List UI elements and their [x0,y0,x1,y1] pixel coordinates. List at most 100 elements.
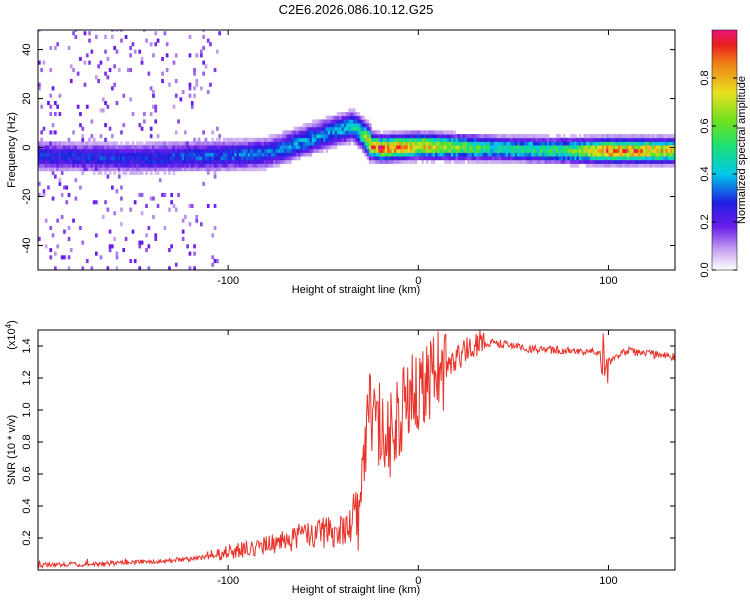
spectrogram-cell [435,152,438,157]
spectrogram-cell [174,167,178,172]
spectrogram-cell [163,170,167,175]
spectrogram-cell [147,159,151,164]
spectrogram-cell [195,82,199,87]
spectrogram-cell [462,141,466,146]
spectrogram-cell [113,148,116,153]
spectrogram-cell [389,148,393,153]
spectrogram-cell [660,163,664,168]
spectrogram-cell [585,148,589,153]
spectrogram-cell [115,251,119,256]
spectrogram-cell [195,141,199,146]
spectrogram-cell [111,141,114,146]
spectrogram-cell [467,156,470,161]
spectrogram-cell [286,141,290,146]
spectrogram-cell [320,148,324,153]
spectrogram-cell [364,145,367,150]
spectrogram-cell [113,82,116,87]
spectrogram-cell [174,156,178,161]
spectrogram-cell [138,145,142,150]
spectrogram-cell [232,163,235,168]
spectrogram-cell [394,152,397,157]
spectrogram-cell [197,148,201,153]
spectrogram-cell [551,152,555,157]
spectrogram-cell [236,141,240,146]
spectrogram-cell [585,141,589,146]
spectrogram-cell [216,148,219,153]
spectrogram-cell [104,137,107,142]
spectrogram-cell [432,137,436,142]
spectrogram-cell [261,148,265,153]
spectrogram-cell [334,145,338,150]
spectrogram-cell [528,137,532,142]
spectrogram-cell [362,115,365,120]
spectrogram-cell [581,159,584,164]
spectrogram-cell [421,134,424,139]
spectrogram-cell [613,159,616,164]
spectrogram-cell [610,163,614,168]
spectrogram-cell [263,152,267,157]
spectrogram-cell [640,148,644,153]
spectrogram-cell [521,137,525,142]
spectrogram-cell [578,145,582,150]
spectrogram-cell [136,159,139,164]
spectrogram-cell [282,159,285,164]
spectrogram-cell [111,134,114,139]
spectrogram-cell [51,156,55,161]
snr-x-tick-label: -100 [217,575,239,587]
spectrogram-cell [145,152,148,157]
spectrogram-cell [291,130,294,135]
spectrogram-cell [663,152,666,157]
spectrogram-cell [519,137,523,142]
spectrogram-cell [581,145,584,150]
spectrogram-cell [193,145,196,150]
spectrogram-cell [147,148,151,153]
spectrogram-cell [540,137,543,142]
spectrogram-cell [65,167,69,172]
spectrogram-cell [587,148,591,153]
snr-y-scale-factor: (x104) [4,320,18,350]
spectrogram-cell [398,134,402,139]
spectrogram-cell [234,163,237,168]
spectrogram-cell [343,112,347,117]
spectrogram-cell [222,145,226,150]
spectrogram-cell [172,148,176,153]
spectrogram-cell [88,167,91,172]
spectrogram-cell [336,119,340,124]
spectrogram-cell [494,148,498,153]
spectrogram-cell [204,145,208,150]
spectrogram-cell [67,141,71,146]
spectrogram-cell [357,115,361,120]
spectrogram-cell [152,214,155,219]
spectrogram-cell [663,134,666,139]
spectrogram-cell [435,148,438,153]
spectrogram-cell [72,145,75,150]
spectrogram-cell [147,156,151,161]
spectrogram-cell [257,159,260,164]
spectrogram-cell [147,167,151,172]
spectrogram-cell [229,156,233,161]
spectrogram-cell [60,163,64,168]
spectrogram-cell [318,134,322,139]
spectrogram-cell [348,130,351,135]
spectrogram-cell [211,130,215,135]
spectrogram-cell [300,148,304,153]
spectrogram-cell [120,148,123,153]
spectrogram-cell [571,148,575,153]
spectrogram-cell [63,185,66,190]
spectrogram-cell [594,163,598,168]
spectrogram-cell [177,163,180,168]
spectrogram-cell [608,134,612,139]
spectrogram-cell [163,145,167,150]
spectrogram-cell [624,156,628,161]
spectrogram-cell [56,152,59,157]
spectrogram-cell [378,152,381,157]
spectrogram-cell [79,141,82,146]
spectrogram-cell [362,130,365,135]
spectrogram-cell [268,152,272,157]
spectrogram-cell [606,152,609,157]
spectrogram-cell [60,159,64,164]
spectrogram-cell [209,82,212,87]
spectrogram-cell [232,156,235,161]
spectrogram-cell [111,148,114,153]
spectrogram-cell [172,141,176,146]
